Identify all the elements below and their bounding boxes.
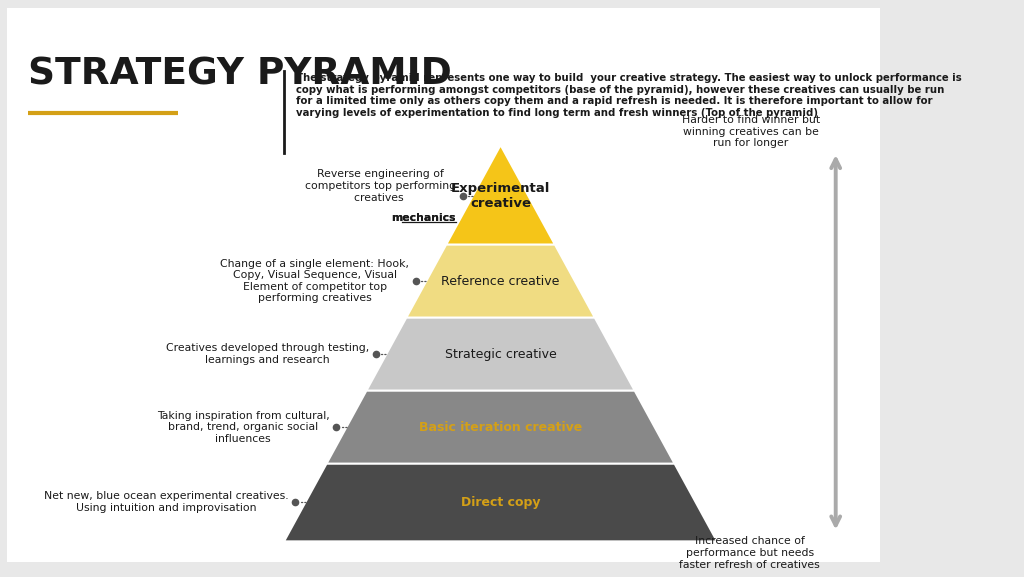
Polygon shape	[369, 319, 633, 389]
Text: Direct copy: Direct copy	[461, 496, 541, 508]
Polygon shape	[329, 392, 673, 463]
Polygon shape	[408, 246, 593, 317]
Text: Experimental
creative: Experimental creative	[451, 182, 550, 210]
Text: Reference creative: Reference creative	[441, 275, 560, 287]
Text: Net new, blue ocean experimental creatives.
Using intuition and improvisation: Net new, blue ocean experimental creativ…	[44, 491, 289, 513]
Text: The strategy pyramid represents one way to build  your creative strategy. The ea: The strategy pyramid represents one way …	[296, 73, 962, 118]
Text: Basic iteration creative: Basic iteration creative	[419, 421, 583, 434]
Polygon shape	[286, 464, 716, 540]
Text: mechanics: mechanics	[391, 212, 456, 223]
Text: Strategic creative: Strategic creative	[444, 347, 556, 361]
FancyBboxPatch shape	[7, 8, 880, 562]
Text: Creatives developed through testing,
learnings and research: Creatives developed through testing, lea…	[166, 343, 370, 365]
Text: mechanics: mechanics	[391, 212, 456, 223]
Text: STRATEGY PYRAMID: STRATEGY PYRAMID	[28, 57, 452, 92]
Text: Taking inspiration from cultural,
brand, trend, organic social
influences: Taking inspiration from cultural, brand,…	[157, 411, 330, 444]
Polygon shape	[447, 147, 553, 243]
Text: Reverse engineering of
competitors top performing
creatives: Reverse engineering of competitors top p…	[305, 170, 456, 203]
Text: Harder to find winner but
winning creatives can be
run for longer: Harder to find winner but winning creati…	[682, 115, 820, 148]
Text: Increased chance of
performance but needs
faster refresh of creatives: Increased chance of performance but need…	[679, 537, 820, 569]
Text: Change of a single element: Hook,
Copy, Visual Sequence, Visual
Element of compe: Change of a single element: Hook, Copy, …	[220, 258, 410, 304]
